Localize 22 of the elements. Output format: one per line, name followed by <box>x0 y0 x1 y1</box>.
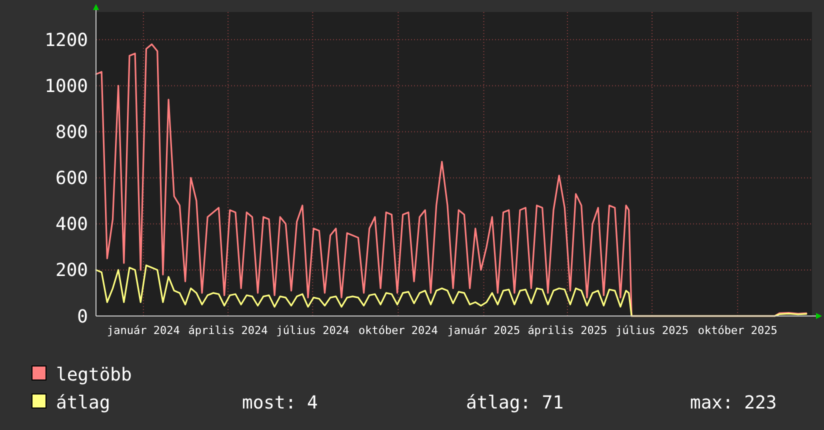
y-tick-label: 800 <box>55 122 88 144</box>
legend-label: legtöbb <box>56 364 132 386</box>
line-series <box>95 43 808 317</box>
y-tick-label: 200 <box>55 260 88 282</box>
y-tick-label: 1200 <box>44 30 88 51</box>
x-tick-label: július 2024 <box>276 324 350 337</box>
legend-label: átlag <box>56 392 110 414</box>
x-tick-label: január 2025 <box>447 324 520 337</box>
x-tick-label: július 2025 <box>616 324 688 337</box>
x-tick-label: október 2025 <box>698 324 778 337</box>
y-tick-label: 400 <box>55 214 88 236</box>
x-tick-label: április 2024 <box>188 324 268 337</box>
text: átlag: 71 <box>466 392 564 414</box>
line-series <box>95 264 808 317</box>
text: max: 223 <box>690 392 777 414</box>
x-tick-label: január 2024 <box>106 324 180 337</box>
x-tick-label: október 2024 <box>358 324 438 337</box>
y-tick-label: 0 <box>77 306 88 328</box>
y-tick-label: 600 <box>55 168 88 190</box>
y-tick-label: 1000 <box>44 76 88 97</box>
text: most: 4 <box>242 392 318 414</box>
x-tick-label: április 2025 <box>528 324 608 337</box>
